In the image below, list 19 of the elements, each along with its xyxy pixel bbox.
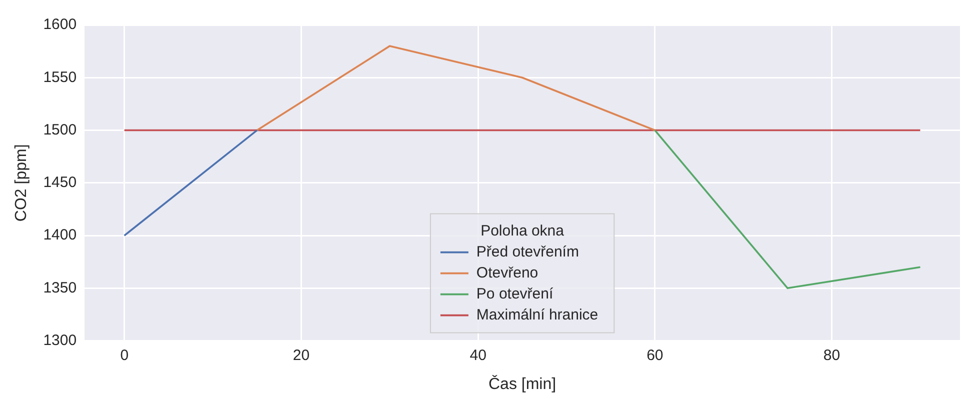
x-tick-label: 40	[470, 346, 486, 364]
y-axis-title: CO2 [ppm]	[13, 144, 30, 222]
legend-label: Před otevřením	[476, 243, 579, 260]
y-tick-label: 1300	[43, 332, 77, 349]
y-tick-label: 1450	[43, 174, 77, 192]
y-tick-label: 1350	[43, 279, 77, 296]
x-tick-label: 60	[646, 346, 664, 364]
x-tick-label: 0	[120, 346, 129, 364]
legend-label: Maximální hranice	[476, 306, 598, 324]
legend-title: Poloha okna	[480, 222, 565, 240]
x-tick-label: 20	[292, 346, 310, 364]
x-tick-label: 80	[823, 346, 840, 364]
legend-label: Po otevření	[476, 285, 554, 302]
legend-label: Otevřeno	[476, 264, 538, 282]
y-tick-label: 1500	[43, 121, 77, 138]
y-tick-label: 1400	[43, 226, 77, 244]
y-tick-label: 1550	[43, 68, 77, 86]
x-axis-title: Čas [min]	[488, 374, 556, 393]
y-tick-label: 1600	[43, 16, 77, 34]
